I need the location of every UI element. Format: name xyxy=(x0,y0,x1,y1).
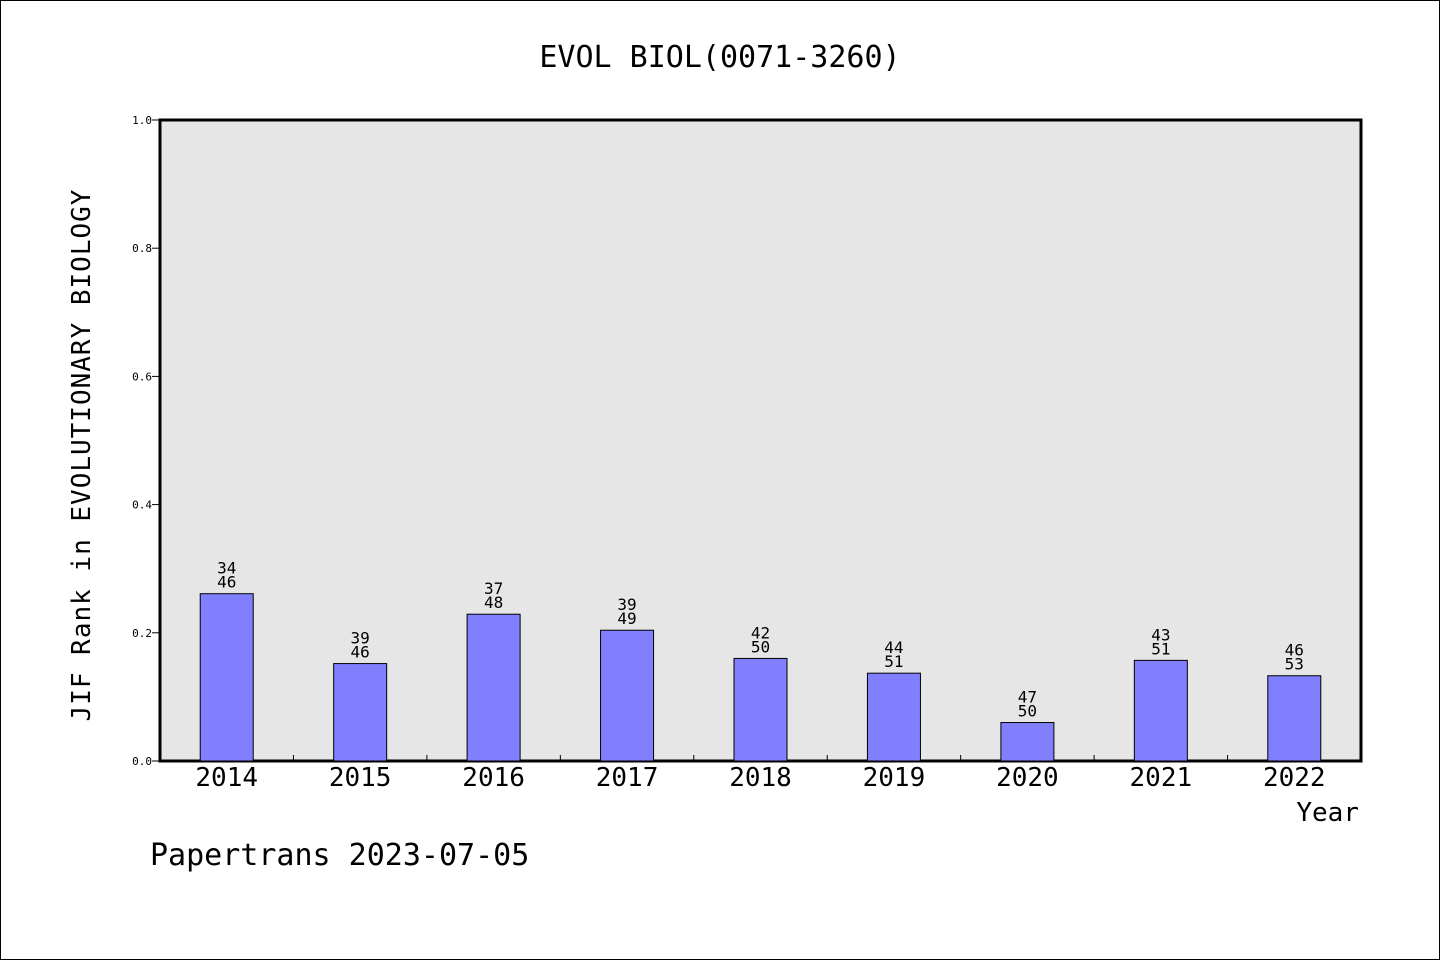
bar-rank-label: 39 xyxy=(351,629,370,648)
footer-credit: Papertrans 2023-07-05 xyxy=(150,838,529,873)
bar-total-label: 46 xyxy=(351,643,370,662)
bar-rank-label: 39 xyxy=(617,595,636,614)
bar-rank-label: 34 xyxy=(217,559,236,578)
x-tick-label: 2020 xyxy=(996,763,1059,793)
bar-2015 xyxy=(333,663,388,762)
bar-total-label: 51 xyxy=(884,652,903,671)
x-tick-label: 2017 xyxy=(596,763,659,793)
chart-title: EVOL BIOL(0071-3260) xyxy=(539,40,900,75)
bar-total-label: 53 xyxy=(1285,655,1304,674)
bar-total-label: 50 xyxy=(751,637,770,656)
y-axis: 0.0 0.2 0.4 0.6 0.8 1.0 xyxy=(132,114,160,768)
bar-rank-label: 44 xyxy=(884,638,903,657)
plot-area xyxy=(158,118,1363,763)
y-tick-label: 0.2 xyxy=(132,627,152,640)
bar-rank-label: 42 xyxy=(751,623,770,642)
bar-rank-label: 47 xyxy=(1018,688,1037,707)
bar-2021 xyxy=(1133,659,1188,762)
x-tick-label: 2015 xyxy=(329,763,392,793)
bar-rank-label: 43 xyxy=(1151,625,1170,644)
y-tick-label: 1.0 xyxy=(132,114,152,127)
bar-rank-label: 46 xyxy=(1285,641,1304,660)
bar-2020 xyxy=(1000,722,1055,762)
y-tick-label: 0.4 xyxy=(132,499,152,512)
x-tick-label: 2016 xyxy=(462,763,525,793)
bars xyxy=(199,593,1322,762)
x-tick-label: 2022 xyxy=(1263,763,1326,793)
y-axis-label: JIF Rank in EVOLUTIONARY BIOLOGY xyxy=(67,189,97,722)
y-tick-label: 0.0 xyxy=(132,755,152,768)
bar-rank-label: 37 xyxy=(484,579,503,598)
y-tick-label: 0.8 xyxy=(132,242,152,255)
bar-2016 xyxy=(466,613,521,762)
x-tick-label: 2021 xyxy=(1130,763,1193,793)
x-tick-label: 2019 xyxy=(863,763,926,793)
bar-total-label: 48 xyxy=(484,593,503,612)
y-tick-label: 0.6 xyxy=(132,370,152,383)
x-axis: 2014 2015 2016 2017 2018 2019 2020 2021 2022 xyxy=(195,755,1326,793)
bar-2022 xyxy=(1267,675,1322,762)
bar-2019 xyxy=(866,672,921,762)
bar-total-label: 50 xyxy=(1018,702,1037,721)
x-axis-label: Year xyxy=(1296,798,1359,828)
bar-total-label: 49 xyxy=(617,609,636,628)
x-tick-label: 2018 xyxy=(729,763,792,793)
x-tick-label: 2014 xyxy=(195,763,258,793)
bar-total-label: 51 xyxy=(1151,639,1170,658)
bar-2018 xyxy=(733,657,788,762)
bar-2017 xyxy=(600,629,655,762)
bar-2014 xyxy=(199,593,254,762)
bar-total-label: 46 xyxy=(217,573,236,592)
